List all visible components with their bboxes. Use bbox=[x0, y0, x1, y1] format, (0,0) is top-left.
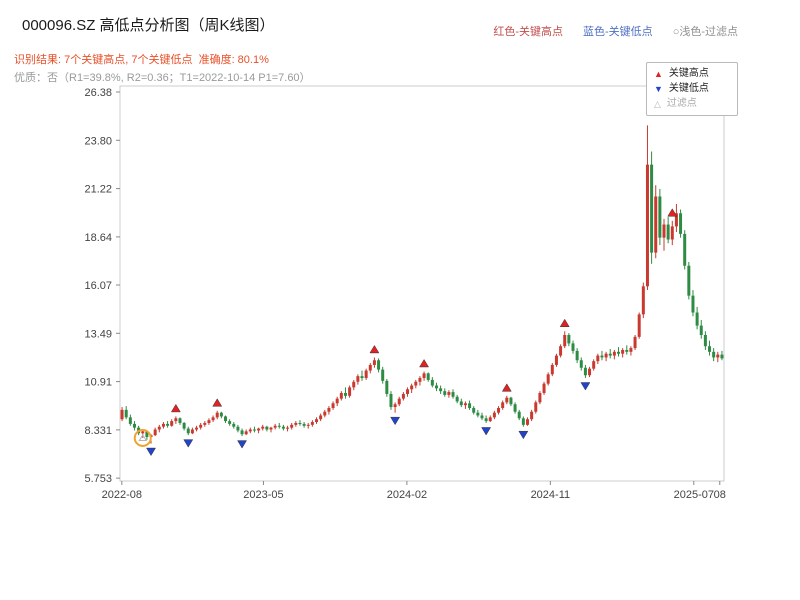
svg-text:21.22: 21.22 bbox=[84, 184, 112, 196]
page-title: 000096.SZ 高低点分析图（周K线图） bbox=[22, 17, 275, 34]
svg-text:8.331: 8.331 bbox=[84, 425, 112, 437]
y-axis: 5.753 8.331 10.91 13.49 16.07 18.64 21.22 23.80… bbox=[84, 87, 120, 485]
x-axis: 2022-08 2023-05 2024-02 2024-11 2025-07 08 bbox=[102, 481, 726, 501]
header-legend-key-high: 红色-关键高点 bbox=[493, 26, 564, 38]
filtered-triangle-icon: △ bbox=[654, 98, 661, 109]
chart-legend-box: ▲ 关键高点 ▼ 关键低点 △ 过滤点 bbox=[646, 62, 738, 116]
svg-text:08: 08 bbox=[714, 489, 726, 501]
svg-text:16.07: 16.07 bbox=[84, 280, 112, 292]
key-low-triangle-icon: ▼ bbox=[654, 83, 663, 94]
svg-text:23.80: 23.80 bbox=[84, 135, 112, 147]
legend-row-key-low: ▼ 关键低点 bbox=[654, 84, 730, 94]
svg-text:2025-07: 2025-07 bbox=[674, 489, 714, 501]
plot-frame bbox=[119, 85, 725, 482]
recognition-result-line: 识别结果: 7个关键高点, 7个关键低点 准确度: 80.1% bbox=[14, 54, 269, 66]
key-high-triangle-icon: ▲ bbox=[654, 68, 663, 79]
legend-label-key-high: 关键高点 bbox=[668, 68, 709, 79]
candles bbox=[120, 125, 724, 444]
svg-text:2022-08: 2022-08 bbox=[102, 489, 142, 501]
key-high-markers bbox=[170, 208, 678, 413]
header-legend: 红色-关键高点 蓝色-关键低点 ○浅色-过滤点 bbox=[493, 23, 738, 39]
legend-row-filtered: △ 过滤点 bbox=[654, 99, 730, 109]
svg-text:2024-11: 2024-11 bbox=[531, 489, 571, 501]
header-legend-key-low: 蓝色-关键低点 bbox=[583, 26, 653, 38]
svg-text:2024-02: 2024-02 bbox=[387, 489, 427, 501]
svg-text:13.49: 13.49 bbox=[84, 328, 112, 340]
legend-label-filtered: 过滤点 bbox=[666, 98, 697, 109]
svg-text:2023-05: 2023-05 bbox=[243, 489, 283, 501]
key-low-markers bbox=[146, 382, 591, 457]
svg-text:18.64: 18.64 bbox=[84, 232, 112, 244]
quality-line: 优质：否（R1=39.8%, R2=0.36；T1=2022-10-14 P1=… bbox=[14, 72, 311, 84]
filtered-point-markers bbox=[133, 428, 152, 447]
svg-text:26.38: 26.38 bbox=[84, 87, 112, 99]
svg-text:10.91: 10.91 bbox=[84, 377, 112, 389]
legend-label-key-low: 关键低点 bbox=[668, 83, 709, 94]
svg-text:5.753: 5.753 bbox=[84, 473, 112, 485]
legend-row-key-high: ▲ 关键高点 bbox=[654, 69, 730, 79]
header-legend-filtered: ○浅色-过滤点 bbox=[672, 26, 738, 38]
